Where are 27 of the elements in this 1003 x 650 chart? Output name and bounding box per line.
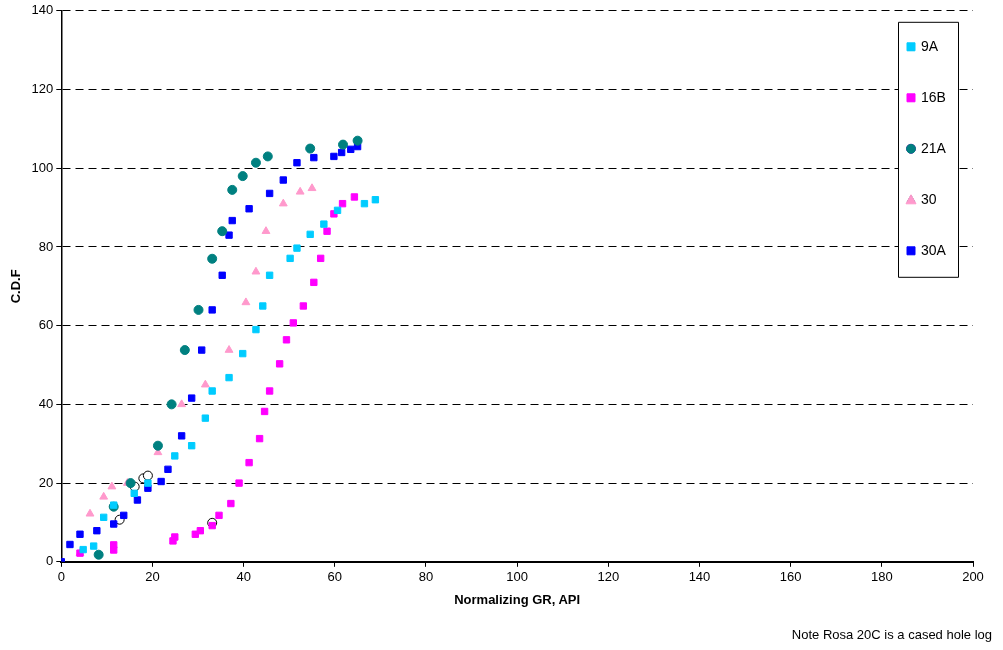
- y-tick-label: 100: [31, 159, 54, 175]
- y-axis-title: C.D.F: [8, 269, 24, 304]
- x-tick-label: 20: [145, 569, 160, 585]
- y-tick-label: 140: [31, 2, 54, 18]
- legend-label: 30: [921, 190, 937, 207]
- x-tick-label: 140: [688, 569, 711, 585]
- x-tick-label: 60: [327, 569, 343, 585]
- x-tick-label: 80: [418, 569, 434, 585]
- x-tick-label: 180: [870, 569, 893, 585]
- legend-label: 30A: [921, 241, 947, 258]
- legend-label: 16B: [921, 88, 946, 105]
- text: Note Rosa 20C is a cased hole log: [791, 626, 992, 642]
- x-tick-label: 40: [236, 569, 251, 585]
- y-tick-label: 40: [38, 395, 54, 411]
- legend-label: 9A: [921, 37, 939, 54]
- legend-label: 21A: [921, 139, 947, 156]
- x-tick-label: 160: [779, 569, 802, 585]
- y-tick-label: 120: [31, 81, 54, 97]
- y-tick-label: 60: [38, 317, 54, 333]
- x-axis-title: Normalizing GR, API: [454, 591, 581, 607]
- x-tick-label: 100: [506, 569, 528, 585]
- y-tick-label: 0: [46, 553, 54, 569]
- x-tick-label: 200: [962, 569, 984, 585]
- x-tick-label: 120: [597, 569, 620, 585]
- x-tick-label: 0: [57, 569, 65, 585]
- y-tick-label: 20: [38, 474, 54, 490]
- y-tick-label: 80: [38, 238, 54, 254]
